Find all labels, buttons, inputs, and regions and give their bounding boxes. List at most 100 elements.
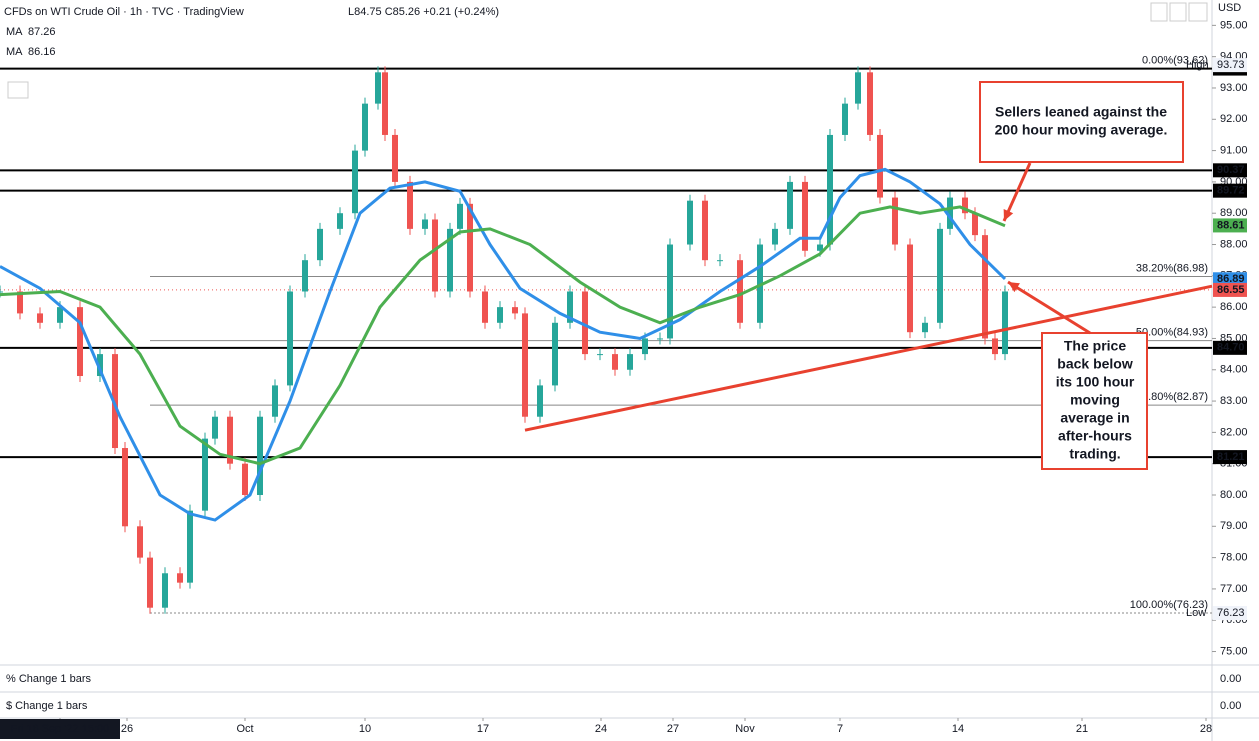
candle [407, 181, 413, 229]
candle [717, 260, 723, 262]
price-tag-label: 88.61 [1217, 219, 1245, 231]
candle [447, 228, 453, 292]
y-tick-label: 93.00 [1220, 82, 1248, 94]
candle [737, 260, 743, 323]
low-tag-label: 76.23 [1217, 607, 1245, 619]
arrow-head [1003, 209, 1014, 221]
candle [352, 150, 358, 214]
x-tick-label: 28 [1200, 723, 1212, 735]
candle [612, 354, 618, 370]
candle [552, 322, 558, 386]
high-tag-label: 93.73 [1217, 59, 1245, 71]
annotation-text: moving [1070, 392, 1120, 408]
candle [537, 385, 543, 417]
candle [432, 219, 438, 292]
pane-tick: 0.00 [1220, 700, 1241, 712]
annotation-text: back below [1057, 356, 1133, 372]
candle [77, 307, 83, 377]
candle [227, 416, 233, 464]
annotation-text: average in [1060, 410, 1129, 426]
candle [137, 526, 143, 558]
candle [522, 313, 528, 417]
price-tag [1213, 282, 1247, 297]
candle [877, 134, 883, 198]
level-tag [1213, 450, 1247, 465]
ohlc: L84.75 C85.26 +0.21 (+0.24%) [348, 6, 499, 18]
price-tag [1213, 218, 1247, 233]
legend-name: MA [6, 26, 23, 38]
fib-label: 0.00%(93.62) [1142, 54, 1208, 66]
candle [202, 438, 208, 511]
candle [482, 291, 488, 323]
high-tag [1213, 58, 1247, 73]
level-tag [1213, 163, 1247, 178]
candle [467, 203, 473, 292]
candle [497, 307, 503, 323]
candle [787, 181, 793, 229]
fib-label: 50.00%(84.93) [1136, 327, 1208, 339]
currency: USD [1218, 2, 1241, 14]
annotation-text: Sellers leaned against the [995, 104, 1167, 120]
level-tag [1213, 340, 1247, 355]
arrow-head [1008, 282, 1020, 293]
button[interactable] [1188, 2, 1208, 22]
y-tick-label: 82.00 [1220, 426, 1248, 438]
x-tick-label: 24 [595, 723, 607, 735]
x-tick-label: 26 [121, 723, 133, 735]
candle [802, 181, 808, 251]
candle [947, 197, 953, 229]
x-tick-label: 10 [359, 723, 371, 735]
candle [162, 573, 168, 608]
high-text: High [1186, 59, 1209, 71]
price-tag-label: 86.89 [1217, 273, 1245, 285]
candle [37, 313, 43, 323]
candle [582, 291, 588, 355]
candle [0, 291, 3, 293]
y-tick-label: 86.00 [1220, 301, 1248, 313]
x-tick-label: 21 [1076, 723, 1088, 735]
collapse-button[interactable] [7, 81, 29, 99]
candle [97, 354, 103, 377]
level-tag-label: 81.21 [1217, 451, 1245, 463]
candle [827, 134, 833, 245]
legend-value: 87.26 [28, 26, 56, 38]
candle [187, 510, 193, 583]
candle [512, 307, 518, 314]
level-tag-label: 90.37 [1217, 164, 1245, 176]
y-tick-label: 83.00 [1220, 395, 1248, 407]
candle [867, 72, 873, 135]
annotation-box [1041, 332, 1148, 470]
trendline [524, 284, 1213, 432]
x-tick-label: 27 [667, 723, 679, 735]
y-tick-label: 88.00 [1220, 238, 1248, 250]
candle [272, 385, 278, 417]
x-tick-label: 7 [837, 723, 843, 735]
annotation-text: its 100 hour [1056, 374, 1135, 390]
button[interactable] [1150, 2, 1168, 22]
y-tick-label: 91.00 [1220, 145, 1248, 157]
x-tick-label: Nov [735, 723, 755, 735]
x-tick-label: Fri 16 Sep '22 15:00 [11, 723, 110, 735]
low-text: Low [1186, 607, 1206, 619]
candle [627, 354, 633, 370]
candle [375, 72, 381, 104]
y-tick-label: 80.00 [1220, 489, 1248, 501]
candle [57, 307, 63, 323]
candle [122, 448, 128, 527]
level-tag-label: 84.70 [1217, 342, 1245, 354]
candle [922, 322, 928, 333]
button[interactable] [1169, 2, 1187, 22]
candle [457, 203, 463, 229]
candle [892, 197, 898, 245]
annotation: Sellers leaned against the 200 hour movin… [979, 81, 1184, 163]
candle [1002, 291, 1008, 355]
candle [337, 213, 343, 229]
candle [597, 354, 603, 356]
x-tick-label: 17 [477, 723, 489, 735]
candle [855, 72, 861, 104]
candle [382, 72, 388, 135]
candle [422, 219, 428, 229]
candle [687, 200, 693, 245]
x-cursor-label-bg [0, 719, 120, 739]
